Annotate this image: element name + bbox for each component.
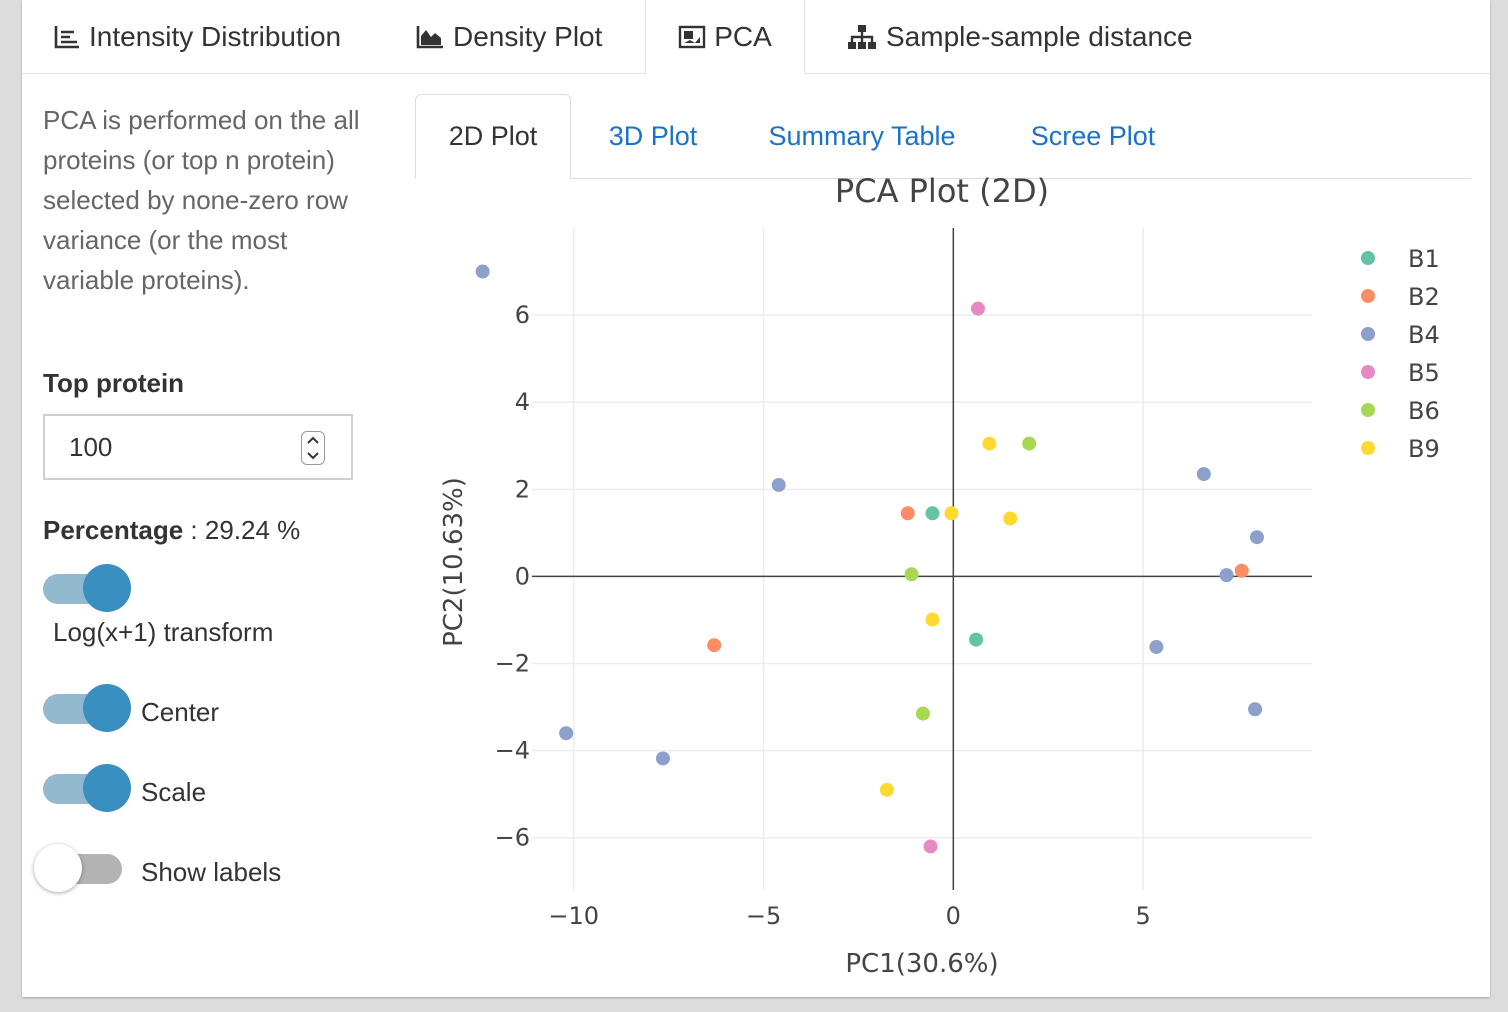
- data-point-b4: [1248, 702, 1263, 717]
- data-point-b2: [707, 638, 722, 653]
- center-label: Center: [141, 697, 220, 727]
- tab-label: Sample-sample distance: [886, 20, 1193, 52]
- legend: B1 B2 B4 B5 B6 B9: [1361, 245, 1440, 463]
- toggle-knob: [83, 764, 131, 812]
- tab-pca[interactable]: PCA: [645, 0, 805, 74]
- sub-tab-bar: 2D Plot 3D Plot Summary Table Scree Plot: [415, 94, 1471, 179]
- data-point-b6: [904, 567, 919, 582]
- show-labels-label: Show labels: [141, 857, 282, 887]
- y-tick-label: −2: [495, 650, 530, 678]
- top-tab-bar: Intensity Distribution Density Plot PCA: [22, 0, 1490, 74]
- zero-axes: [532, 228, 1312, 890]
- y-tick-label: 0: [515, 562, 530, 590]
- percentage-label: Percentage: [43, 515, 184, 545]
- tick-labels: −10 −5 0 5 −6 −4 −2 0 2 4 6: [495, 301, 1151, 930]
- legend-marker-b6: [1361, 403, 1375, 417]
- y-tick-label: −4: [495, 737, 530, 765]
- top-protein-input[interactable]: 100: [43, 414, 353, 480]
- data-point-b9: [1003, 511, 1018, 526]
- sidebar: PCA is performed on the all proteins (or…: [43, 100, 383, 300]
- tab-intensity-distribution[interactable]: Intensity Distribution: [53, 0, 341, 73]
- tab-3d-plot[interactable]: 3D Plot: [608, 120, 698, 151]
- legend-label-b6: B6: [1408, 397, 1440, 425]
- x-tick-label: 5: [1135, 902, 1150, 930]
- data-point-b4: [1149, 639, 1164, 654]
- tab-label: Density Plot: [453, 20, 603, 52]
- toggle-knob: [83, 684, 131, 732]
- data-point-b4: [559, 726, 574, 741]
- x-tick-label: 0: [946, 902, 961, 930]
- data-point-b9: [879, 782, 894, 797]
- legend-label-b2: B2: [1408, 283, 1440, 311]
- tab-label: PCA: [714, 21, 772, 52]
- tab-summary-table[interactable]: Summary Table: [768, 120, 956, 151]
- data-point-b2: [1234, 563, 1249, 578]
- chevron-down-icon[interactable]: [302, 448, 324, 464]
- percentage-value: : 29.24 %: [190, 515, 301, 545]
- data-point-b4: [771, 477, 786, 492]
- main-panel: Intensity Distribution Density Plot PCA: [22, 0, 1490, 997]
- legend-marker-b9: [1361, 441, 1375, 455]
- pca-description: PCA is performed on the all proteins (or…: [43, 105, 360, 295]
- chart-title: PCA Plot (2D): [835, 172, 1049, 210]
- data-point-b9: [944, 506, 959, 521]
- log-transform-label: Log(x+1) transform: [53, 617, 274, 647]
- data-point-b6: [1022, 436, 1037, 451]
- scale-label: Scale: [141, 777, 207, 807]
- x-tick-label: −5: [746, 902, 781, 930]
- tab-2d-plot[interactable]: 2D Plot: [415, 94, 571, 179]
- chevron-up-icon[interactable]: [302, 432, 324, 448]
- tab-label: Intensity Distribution: [89, 20, 342, 52]
- legend-marker-b1: [1361, 251, 1375, 265]
- legend-marker-b4: [1361, 327, 1375, 341]
- y-axis-label: PC2(10.63%): [439, 477, 469, 647]
- x-axis-label: PC1(30.6%): [845, 949, 998, 979]
- data-point-b1: [969, 632, 984, 647]
- data-point-b4: [475, 264, 490, 279]
- area-chart-icon: [416, 25, 443, 48]
- data-point-b9: [925, 612, 940, 627]
- toggle-knob: [34, 844, 82, 892]
- legend-marker-b2: [1361, 289, 1375, 303]
- y-tick-label: 6: [515, 301, 530, 329]
- y-tick-label: 4: [515, 388, 530, 416]
- data-point-b4: [655, 751, 670, 766]
- data-point-b4: [1219, 568, 1234, 583]
- legend-label-b1: B1: [1408, 245, 1440, 273]
- data-point-b4: [1249, 530, 1264, 545]
- grid-lines: [532, 228, 1312, 890]
- data-point-b1: [925, 506, 940, 521]
- data-point-b4: [1196, 467, 1211, 482]
- top-protein-value: 100: [69, 432, 113, 462]
- data-point-b6: [915, 706, 930, 721]
- tab-scree-plot[interactable]: Scree Plot: [1030, 120, 1156, 151]
- x-tick-label: −10: [548, 902, 599, 930]
- legend-label-b9: B9: [1408, 435, 1440, 463]
- data-point-b2: [900, 506, 915, 521]
- data-point-b5: [970, 301, 985, 316]
- top-protein-label: Top protein: [43, 368, 185, 398]
- legend-label-b4: B4: [1408, 321, 1440, 349]
- percentage-row: Percentage : 29.24 %: [43, 515, 300, 546]
- tab-sample-distance[interactable]: Sample-sample distance: [846, 0, 1193, 73]
- tab-density-plot[interactable]: Density Plot: [415, 0, 602, 73]
- toggle-knob: [83, 564, 131, 612]
- legend-marker-b5: [1361, 365, 1375, 379]
- data-points: [475, 264, 1264, 854]
- sitemap-icon: [848, 24, 876, 49]
- legend-label-b5: B5: [1408, 359, 1440, 387]
- data-point-b5: [923, 839, 938, 854]
- y-tick-label: 2: [515, 475, 530, 503]
- list-chart-icon: [54, 25, 79, 48]
- y-tick-label: −6: [495, 824, 530, 852]
- image-icon: [679, 25, 706, 49]
- data-point-b9: [982, 436, 997, 451]
- number-spinner[interactable]: [301, 431, 325, 465]
